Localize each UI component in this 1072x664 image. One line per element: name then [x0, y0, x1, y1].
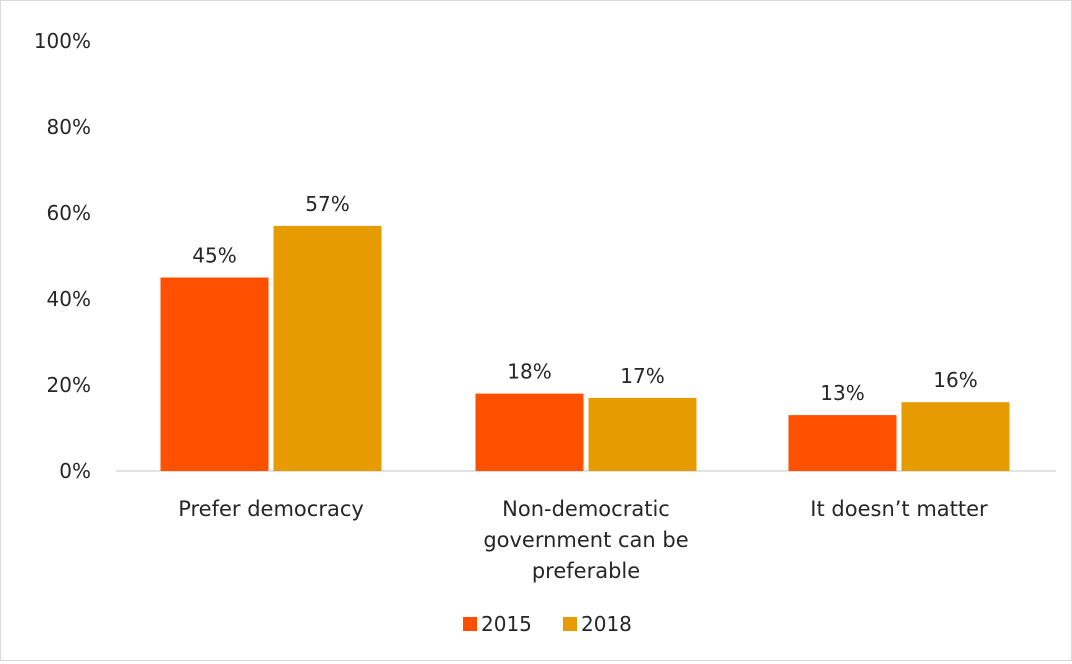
bar-2015-1 — [475, 393, 584, 471]
data-label: 18% — [507, 360, 551, 384]
bar-2018-2 — [901, 402, 1010, 471]
legend-label: 2018 — [581, 612, 632, 636]
data-label: 57% — [305, 192, 349, 216]
data-labels: 45% 57% 18% 17% 13% 16% — [192, 192, 977, 405]
category-label: Non-democratic — [502, 497, 670, 521]
category-label: government can be — [483, 528, 688, 552]
category-label: preferable — [532, 559, 640, 583]
bar-2018-1 — [588, 397, 697, 471]
bar-2015-2 — [788, 415, 897, 471]
data-label: 45% — [192, 244, 236, 268]
legend-swatch — [563, 617, 577, 631]
legend-swatch — [463, 617, 477, 631]
legend: 2015 2018 — [463, 612, 632, 636]
category-label: It doesn’t matter — [810, 497, 988, 521]
bars — [160, 225, 1010, 471]
y-tick-label: 80% — [47, 115, 91, 139]
category-labels: Prefer democracy Non-democratic government… — [178, 497, 988, 583]
category-label: Prefer democracy — [178, 497, 364, 521]
bar-2018-0 — [273, 225, 382, 471]
y-tick-label: 40% — [47, 287, 91, 311]
bar-2015-0 — [160, 277, 269, 471]
y-axis-ticks: 0% 20% 40% 60% 80% 100% — [34, 29, 91, 483]
y-tick-label: 60% — [47, 201, 91, 225]
legend-label: 2015 — [481, 612, 532, 636]
data-label: 17% — [620, 364, 664, 388]
y-tick-label: 0% — [59, 459, 91, 483]
data-label: 16% — [933, 368, 977, 392]
data-label: 13% — [820, 381, 864, 405]
y-tick-label: 100% — [34, 29, 91, 53]
y-tick-label: 20% — [47, 373, 91, 397]
